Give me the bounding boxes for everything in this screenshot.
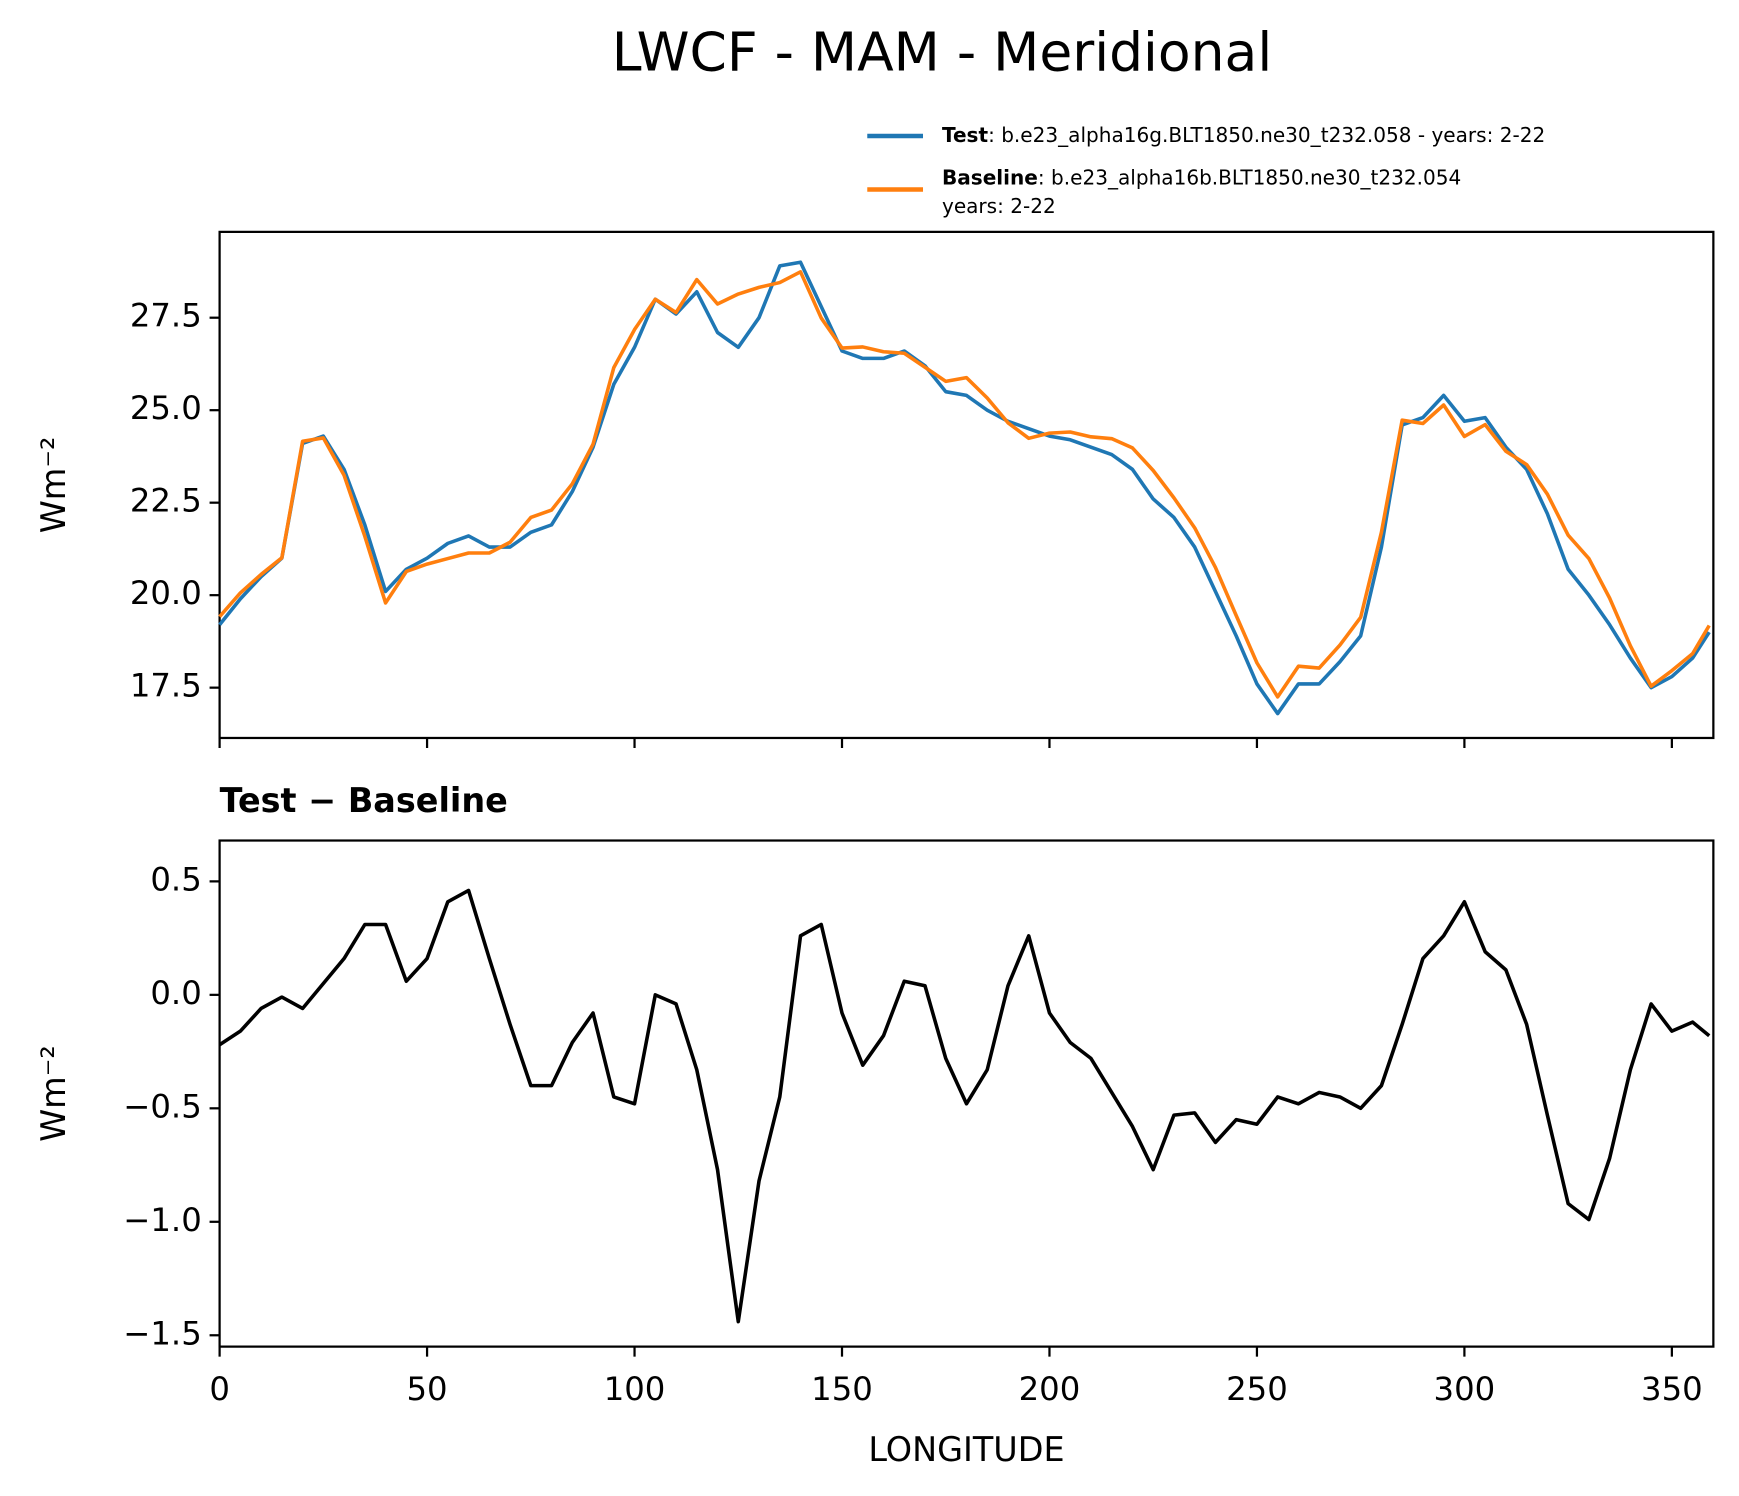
figure-title: LWCF - MAM - Meridional <box>612 20 1273 83</box>
data-line <box>218 260 1711 716</box>
x-tick-label: 0 <box>209 1370 230 1408</box>
data-line <box>218 270 1711 699</box>
x-axis-label: LONGITUDE <box>868 1430 1064 1469</box>
x-tick-label: 50 <box>407 1370 448 1408</box>
legend-entry: Baseline: b.e23_alpha16b.BLT1850.ne30_t2… <box>942 165 1461 189</box>
x-tick-label: 100 <box>604 1370 666 1408</box>
legend-description: : b.e23_alpha16b.BLT1850.ne30_t232.054 <box>1038 165 1461 189</box>
legend-entry: Test: b.e23_alpha16g.BLT1850.ne30_t232.0… <box>942 123 1545 147</box>
x-tick-label: 200 <box>1019 1370 1081 1408</box>
legend-description: : b.e23_alpha16g.BLT1850.ne30_t232.058 -… <box>988 123 1545 147</box>
legend-description: years: 2-22 <box>942 194 1056 218</box>
y-axis-label: Wm⁻² <box>34 1045 73 1142</box>
y-tick-label: 20.0 <box>130 574 202 612</box>
x-tick-label: 250 <box>1226 1370 1288 1408</box>
y-tick-label: −1.0 <box>123 1201 201 1239</box>
x-tick-label: 300 <box>1434 1370 1496 1408</box>
data-line <box>218 888 1711 1324</box>
y-tick-label: 0.0 <box>150 974 201 1012</box>
legend-name: Baseline <box>942 165 1038 189</box>
x-tick-label: 350 <box>1641 1370 1703 1408</box>
legend-name: Test <box>942 123 989 147</box>
y-tick-label: 27.5 <box>130 297 202 335</box>
y-tick-label: 22.5 <box>130 482 202 520</box>
y-tick-label: −1.5 <box>123 1314 201 1352</box>
y-tick-label: 25.0 <box>130 389 202 427</box>
y-tick-label: 0.5 <box>150 860 201 898</box>
plot-frame <box>218 230 1715 740</box>
y-tick-label: 17.5 <box>130 667 202 705</box>
plot-frame <box>218 839 1715 1348</box>
y-axis-label: Wm⁻² <box>34 437 73 534</box>
x-tick-label: 150 <box>811 1370 873 1408</box>
subplot-title: Test − Baseline <box>220 781 508 820</box>
y-tick-label: −0.5 <box>123 1087 201 1125</box>
